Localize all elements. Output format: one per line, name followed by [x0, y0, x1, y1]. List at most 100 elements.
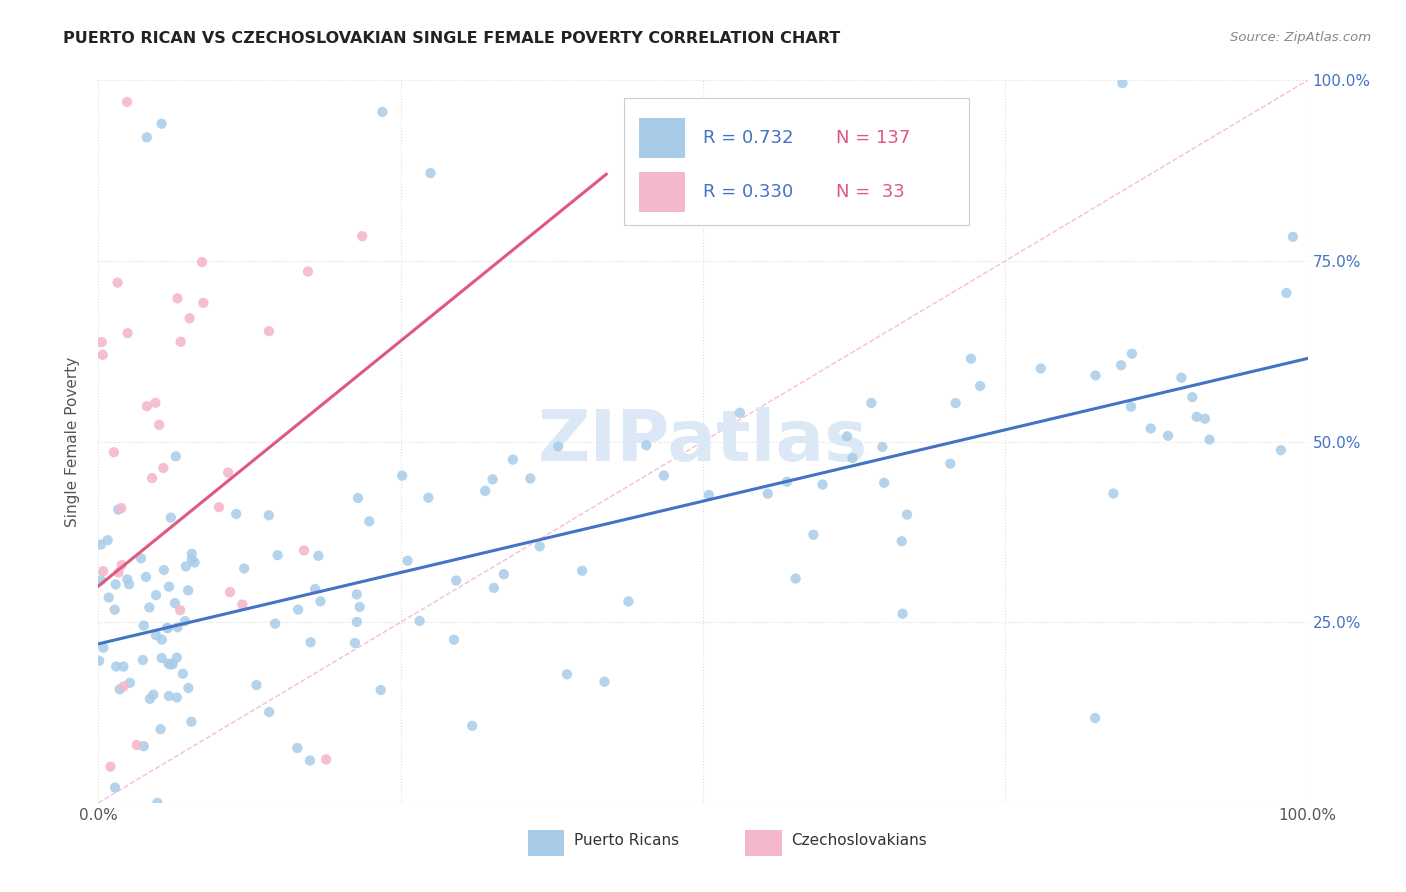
FancyBboxPatch shape — [624, 98, 969, 225]
Point — [157, 657, 180, 671]
Point — [89, 654, 111, 668]
Point — [519, 471, 541, 485]
Point — [177, 583, 200, 598]
Point — [118, 676, 141, 690]
Point — [785, 572, 807, 586]
Point — [359, 514, 381, 528]
Point — [1102, 486, 1125, 500]
Point — [107, 566, 129, 580]
Point — [617, 594, 640, 608]
Point — [159, 657, 181, 672]
Point — [298, 754, 321, 768]
Point — [233, 561, 256, 575]
Point — [474, 483, 496, 498]
Point — [1181, 390, 1204, 404]
Point — [1198, 433, 1220, 447]
Point — [104, 577, 127, 591]
Point — [104, 780, 127, 795]
Point — [1119, 400, 1142, 414]
Point — [835, 429, 858, 443]
Point — [304, 582, 326, 596]
Point — [103, 445, 125, 459]
Point — [443, 632, 465, 647]
Point — [257, 705, 280, 719]
Point — [776, 475, 799, 489]
Point — [97, 591, 120, 605]
Point — [307, 549, 329, 563]
Point — [104, 602, 127, 616]
Point — [231, 598, 253, 612]
Point — [160, 510, 183, 524]
Point — [529, 540, 551, 554]
Point — [346, 615, 368, 629]
Point — [841, 450, 863, 465]
Point — [179, 311, 201, 326]
Point — [285, 741, 308, 756]
Point — [132, 739, 155, 754]
Point — [257, 508, 280, 523]
Point — [555, 667, 578, 681]
Point — [890, 534, 912, 549]
Point — [174, 559, 197, 574]
Point — [152, 461, 174, 475]
Point — [191, 255, 214, 269]
Point — [166, 650, 188, 665]
Point — [117, 573, 139, 587]
Point — [115, 95, 138, 109]
Point — [343, 636, 366, 650]
Point — [111, 558, 134, 572]
Point — [811, 477, 834, 491]
Point — [183, 556, 205, 570]
Point — [117, 326, 139, 340]
Point — [105, 659, 128, 673]
Point — [593, 674, 616, 689]
Point — [172, 666, 194, 681]
Point — [156, 621, 179, 635]
Point — [93, 640, 115, 655]
Point — [419, 166, 441, 180]
FancyBboxPatch shape — [745, 830, 782, 855]
Point — [371, 105, 394, 120]
Point — [110, 501, 132, 516]
Point — [107, 502, 129, 516]
Point — [162, 657, 184, 671]
Point — [225, 507, 247, 521]
Point — [297, 264, 319, 278]
Point — [1194, 411, 1216, 425]
Point — [166, 690, 188, 705]
Point — [801, 528, 824, 542]
Point — [118, 577, 141, 591]
Point — [90, 573, 112, 587]
Point — [166, 620, 188, 634]
FancyBboxPatch shape — [638, 119, 685, 158]
Point — [891, 607, 914, 621]
Point — [352, 229, 374, 244]
Point — [150, 632, 173, 647]
Point — [896, 508, 918, 522]
Point — [444, 574, 467, 588]
Point — [157, 580, 180, 594]
Text: R = 0.732: R = 0.732 — [703, 129, 793, 147]
Point — [169, 603, 191, 617]
Point — [960, 351, 983, 366]
Point — [266, 548, 288, 562]
Point — [91, 564, 114, 578]
Point — [163, 596, 186, 610]
Point — [129, 551, 152, 566]
Point — [969, 379, 991, 393]
Point — [125, 738, 148, 752]
Point — [217, 466, 239, 480]
Point — [156, 621, 179, 635]
Point — [264, 616, 287, 631]
Text: Puerto Ricans: Puerto Ricans — [574, 833, 679, 848]
Point — [208, 500, 231, 515]
Text: PUERTO RICAN VS CZECHOSLOVAKIAN SINGLE FEMALE POVERTY CORRELATION CHART: PUERTO RICAN VS CZECHOSLOVAKIAN SINGLE F… — [63, 31, 841, 46]
Point — [145, 396, 167, 410]
Point — [166, 291, 188, 305]
Y-axis label: Single Female Poverty: Single Female Poverty — [65, 357, 80, 526]
Point — [132, 653, 155, 667]
Point — [1084, 711, 1107, 725]
Point — [1282, 230, 1305, 244]
Point — [1084, 368, 1107, 383]
Point — [315, 752, 337, 766]
